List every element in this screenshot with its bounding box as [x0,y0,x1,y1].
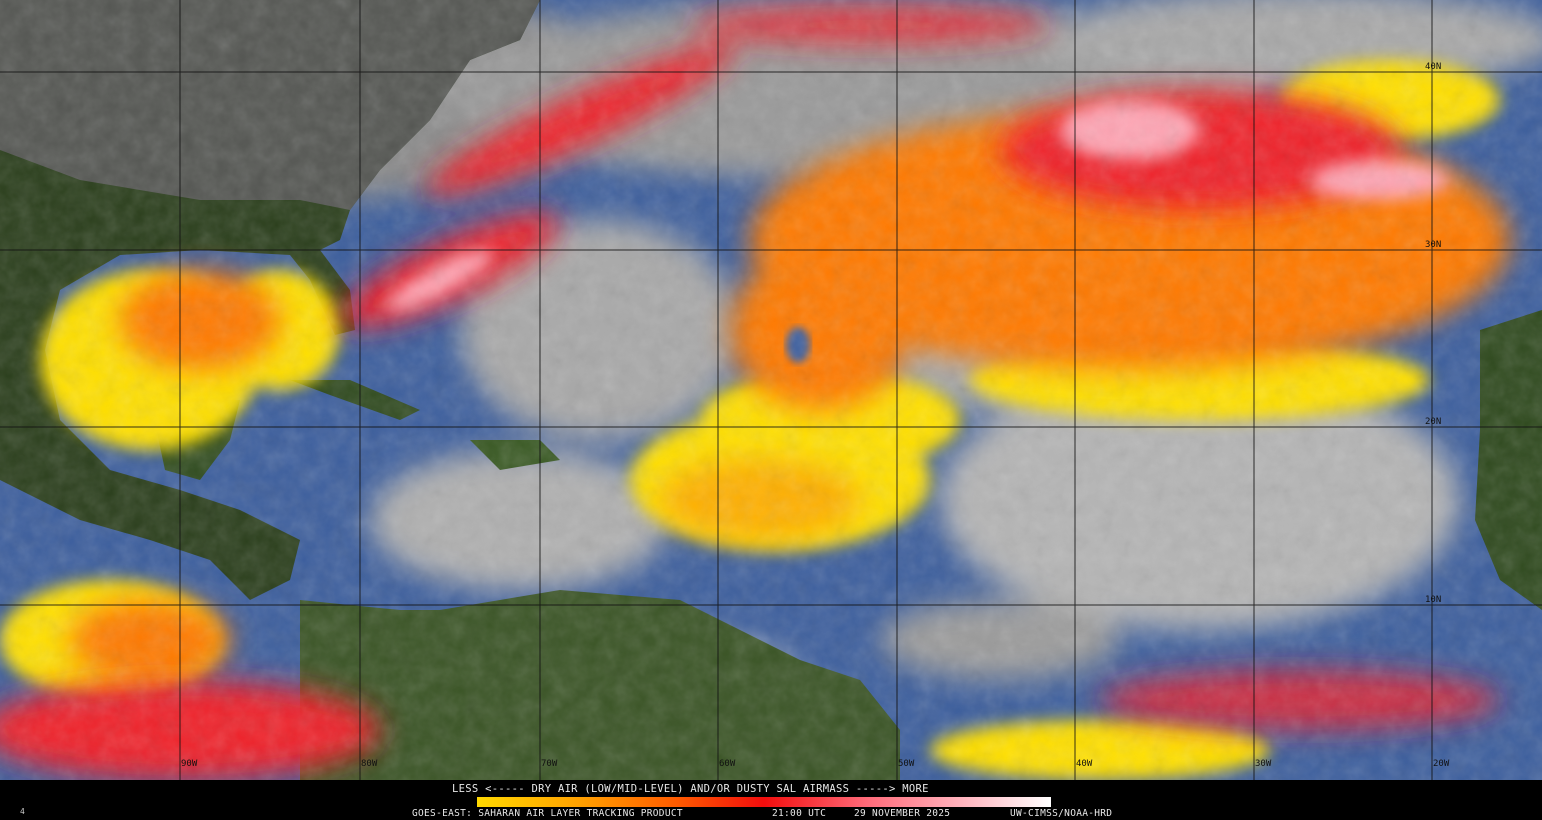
date-stamp: 29 NOVEMBER 2025 [854,808,951,819]
lat-label-40n: 40N [1425,62,1442,72]
legend-footer: LESS <----- DRY AIR (LOW/MID-LEVEL) AND/… [0,780,1542,820]
lon-label-40w: 40W [1076,759,1093,769]
graticule [0,0,1542,780]
lon-label-90w: 90W [181,759,198,769]
dry-air-colorbar [477,797,1051,807]
product-name: GOES-EAST: SAHARAN AIR LAYER TRACKING PR… [412,808,683,819]
lon-label-30w: 30W [1255,759,1272,769]
legend-title: LESS <----- DRY AIR (LOW/MID-LEVEL) AND/… [452,783,929,795]
lat-label-30n: 30N [1425,240,1442,250]
lat-label-10n: 10N [1425,595,1442,605]
satellite-map [0,0,1542,780]
lat-label-20n: 20N [1425,417,1442,427]
lon-label-20w: 20W [1433,759,1450,769]
time-stamp: 21:00 UTC [772,808,827,819]
lon-label-60w: 60W [719,759,736,769]
lon-label-80w: 80W [361,759,378,769]
lon-label-70w: 70W [541,759,558,769]
frame-number: 4 [20,807,26,816]
lon-label-50w: 50W [898,759,915,769]
credit: UW-CIMSS/NOAA-HRD [1010,808,1113,819]
